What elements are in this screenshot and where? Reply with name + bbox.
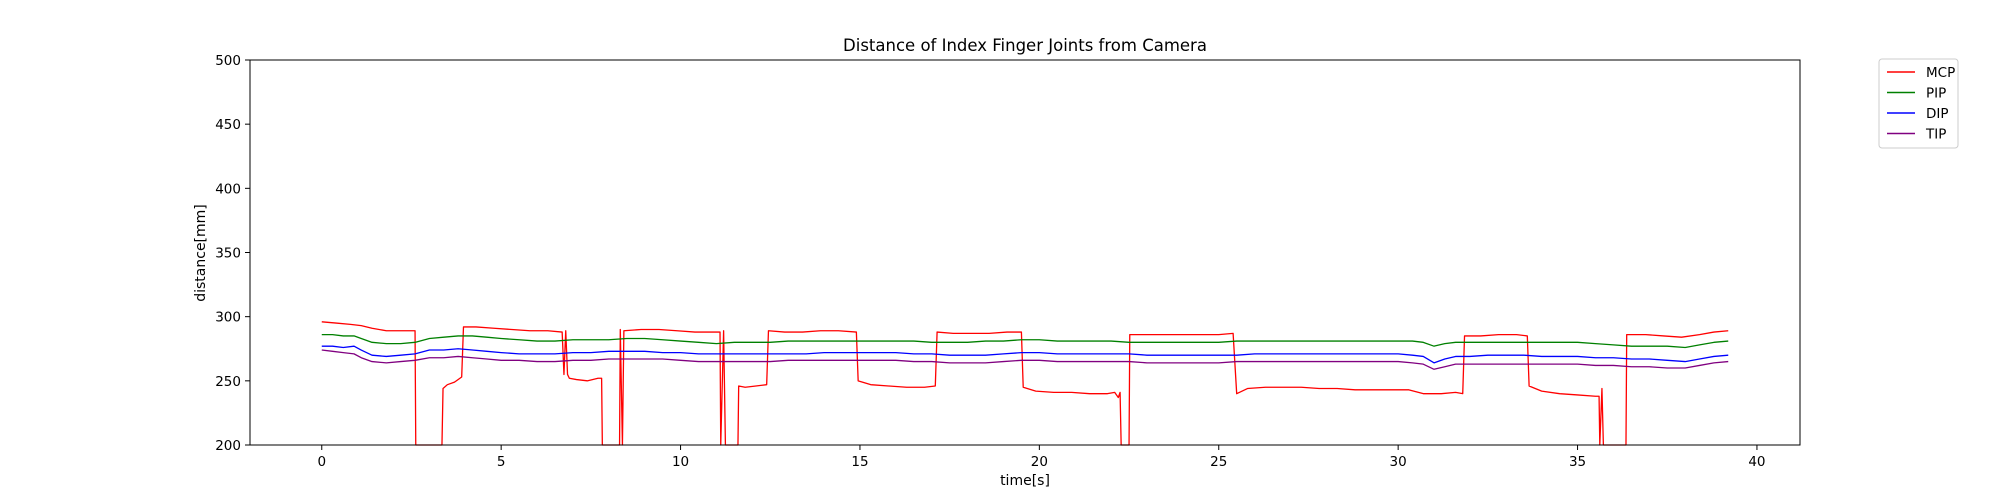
x-tick-label: 40 [1748,454,1765,470]
legend-label-dip: DIP [1926,106,1949,122]
x-tick-label: 0 [317,454,326,470]
legend-frame [1878,58,1959,149]
x-axis: 0 5 10 15 20 25 30 35 40 [317,445,1766,470]
legend-label-tip: TIP [1925,127,1946,143]
y-axis: 200 250 300 350 400 450 500 [215,53,250,454]
legend-label-pip: PIP [1926,86,1946,102]
y-axis-label: distance[mm] [193,204,209,302]
series-line-pip [321,333,1729,349]
series-line-mcp [321,321,1729,446]
y-tick-label: 350 [215,246,241,262]
x-tick-label: 30 [1390,454,1407,470]
y-tick-label: 450 [215,117,241,133]
series-line-tip [321,349,1729,370]
y-tick-label: 500 [215,53,241,69]
y-tick-label: 200 [215,438,241,454]
y-tick-label: 250 [215,374,241,390]
x-tick-label: 20 [1031,454,1048,470]
series-line-dip [321,345,1729,364]
x-tick-label: 35 [1569,454,1586,470]
y-tick-label: 300 [215,310,241,326]
x-tick-label: 10 [672,454,689,470]
y-tick-label: 400 [215,181,241,197]
legend-label-mcp: MCP [1926,65,1955,81]
x-axis-label: time[s] [1000,473,1050,489]
legend: MCP PIP DIP TIP [1878,58,1959,149]
x-tick-label: 5 [497,454,506,470]
chart-title: Distance of Index Finger Joints from Cam… [843,36,1207,55]
plot-area [321,321,1729,446]
x-tick-label: 25 [1210,454,1227,470]
x-tick-label: 15 [851,454,868,470]
